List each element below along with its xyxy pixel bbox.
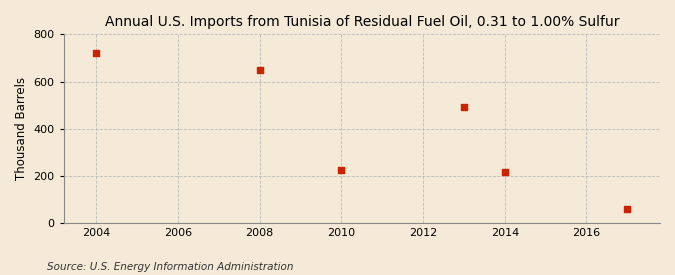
Point xyxy=(91,51,102,56)
Title: Annual U.S. Imports from Tunisia of Residual Fuel Oil, 0.31 to 1.00% Sulfur: Annual U.S. Imports from Tunisia of Resi… xyxy=(105,15,619,29)
Point xyxy=(500,169,510,174)
Y-axis label: Thousand Barrels: Thousand Barrels xyxy=(15,77,28,180)
Text: Source: U.S. Energy Information Administration: Source: U.S. Energy Information Administ… xyxy=(47,262,294,272)
Point xyxy=(622,206,632,211)
Point xyxy=(254,68,265,72)
Point xyxy=(458,104,469,109)
Point xyxy=(336,168,347,172)
